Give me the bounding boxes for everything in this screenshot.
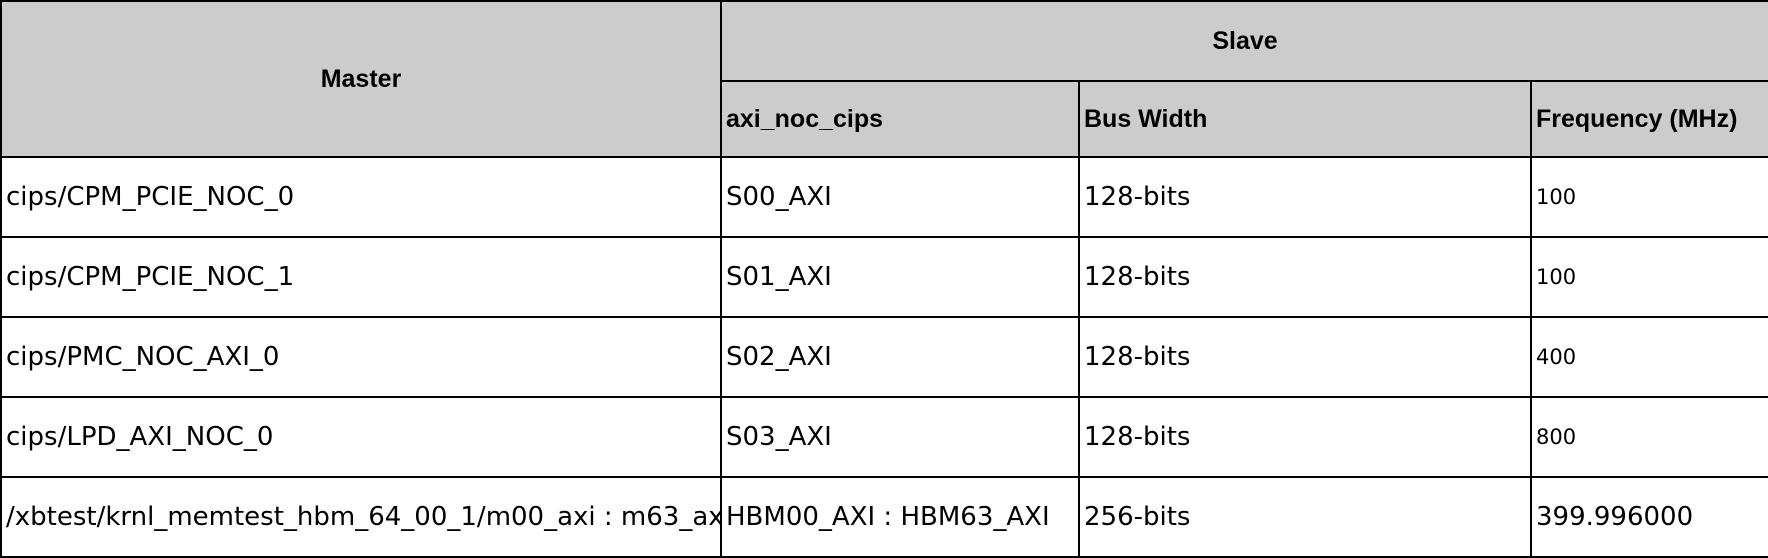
- cell-bus-width: 128-bits: [1078, 236, 1532, 318]
- header-row-top: Master Slave: [0, 0, 1768, 158]
- cell-master: cips/CPM_PCIE_NOC_0: [0, 156, 722, 238]
- cell-port: S03_AXI: [720, 396, 1080, 478]
- cell-bus-width: 128-bits: [1078, 156, 1532, 238]
- cell-bus-width: 256-bits: [1078, 476, 1532, 558]
- header-axi-noc-cips: axi_noc_cips: [720, 80, 1080, 158]
- table-row: cips/CPM_PCIE_NOC_0 S00_AXI 128-bits 100: [0, 156, 1768, 238]
- header-row-sub: axi_noc_cips Bus Width Frequency (MHz): [1, 80, 1768, 158]
- header-slave: Slave: [719, 0, 1768, 82]
- cell-master: cips/LPD_AXI_NOC_0: [0, 396, 722, 478]
- cell-port: HBM00_AXI : HBM63_AXI: [720, 476, 1080, 558]
- table-row: cips/CPM_PCIE_NOC_1 S01_AXI 128-bits 100: [0, 236, 1768, 318]
- cell-master: cips/PMC_NOC_AXI_0: [0, 316, 722, 398]
- table-row: cips/PMC_NOC_AXI_0 S02_AXI 128-bits 400: [0, 316, 1768, 398]
- header-frequency: Frequency (MHz): [1529, 80, 1768, 158]
- cell-port: S02_AXI: [720, 316, 1080, 398]
- header-master: Master: [0, 0, 722, 158]
- header-bus-width: Bus Width: [1078, 80, 1532, 158]
- table-row: /xbtest/krnl_memtest_hbm_64_00_1/m00_axi…: [0, 476, 1768, 558]
- cell-master: cips/CPM_PCIE_NOC_1: [0, 236, 722, 318]
- table-row: cips/LPD_AXI_NOC_0 S03_AXI 128-bits 800: [0, 396, 1768, 478]
- cell-frequency: 800: [1529, 396, 1768, 478]
- cell-frequency: 399.996000: [1529, 476, 1768, 558]
- cell-port: S01_AXI: [720, 236, 1080, 318]
- cell-port: S00_AXI: [720, 156, 1080, 238]
- cell-bus-width: 128-bits: [1078, 316, 1532, 398]
- cell-frequency: 400: [1529, 316, 1768, 398]
- cell-frequency: 100: [1529, 236, 1768, 318]
- cell-bus-width: 128-bits: [1078, 396, 1532, 478]
- cell-master: /xbtest/krnl_memtest_hbm_64_00_1/m00_axi…: [0, 476, 722, 558]
- cell-frequency: 100: [1529, 156, 1768, 238]
